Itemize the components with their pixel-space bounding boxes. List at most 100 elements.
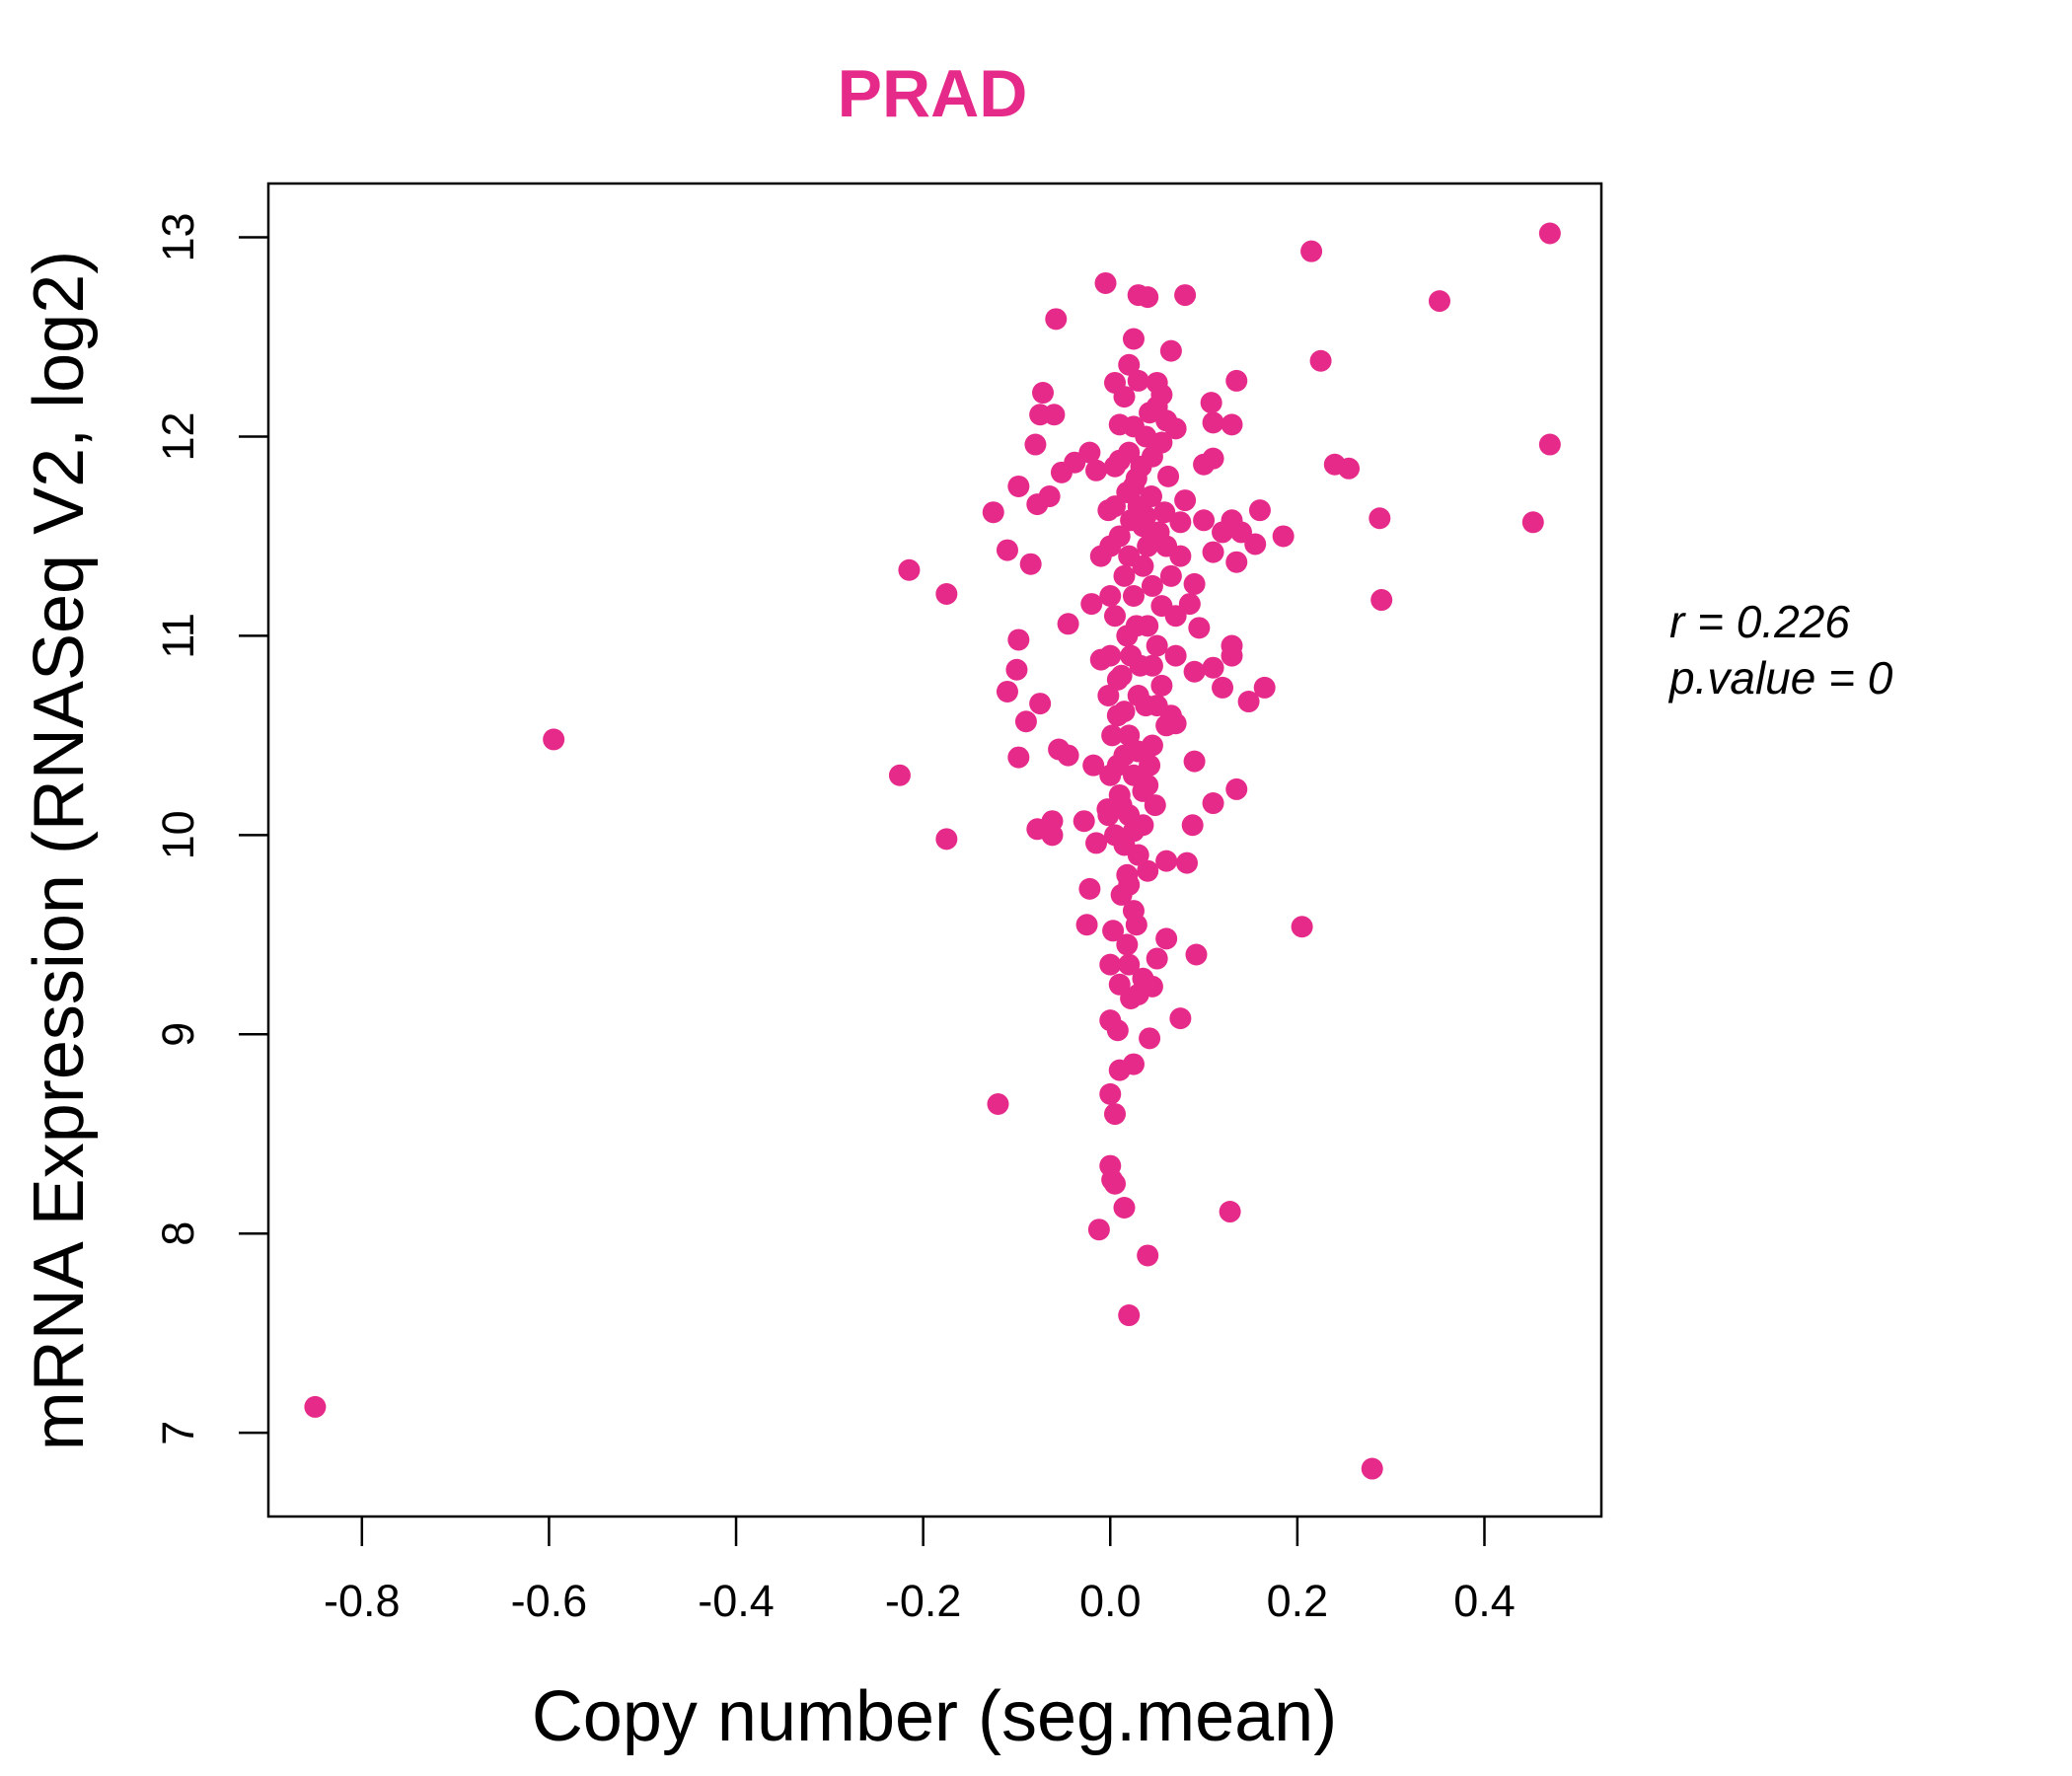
y-tick-label: 7	[153, 1421, 203, 1445]
plot-area-frame	[266, 182, 1603, 1518]
data-point	[1122, 1053, 1145, 1075]
data-point	[1043, 404, 1066, 426]
data-point	[1521, 511, 1544, 534]
data-point	[1164, 644, 1187, 667]
data-point	[888, 764, 911, 786]
data-point	[1078, 877, 1101, 900]
y-tick-label: 8	[153, 1221, 203, 1246]
data-point	[1099, 1082, 1122, 1105]
y-tick-label: 11	[153, 613, 203, 659]
data-point	[1147, 521, 1170, 544]
data-point	[1135, 695, 1157, 717]
data-point	[1183, 750, 1206, 773]
data-point	[1169, 511, 1192, 534]
data-point	[1193, 509, 1216, 532]
data-point	[1099, 585, 1122, 608]
data-point	[1113, 701, 1136, 723]
data-point	[1219, 1201, 1241, 1223]
data-point	[1041, 824, 1064, 847]
data-points	[304, 222, 1561, 1480]
data-point	[1019, 553, 1042, 575]
data-point	[1150, 674, 1173, 697]
data-point	[1032, 382, 1055, 405]
data-point	[1075, 914, 1098, 936]
data-point	[1428, 290, 1450, 313]
correlation-r: r = 0.226	[1669, 596, 1850, 647]
data-point	[1122, 820, 1145, 843]
data-point	[1202, 447, 1224, 470]
x-axis: -0.8 -0.6 -0.4 -0.2 0.0 0.2 0.4	[324, 1517, 1516, 1626]
data-point	[1225, 369, 1248, 392]
data-point	[1122, 415, 1145, 438]
data-point	[1085, 459, 1108, 481]
y-tick-label: 12	[153, 411, 203, 461]
data-point	[1181, 814, 1204, 837]
data-point	[1132, 779, 1154, 802]
data-point	[1159, 564, 1182, 587]
data-point	[1164, 417, 1187, 440]
data-point	[1139, 402, 1161, 424]
data-point	[1370, 589, 1393, 612]
data-point	[1113, 564, 1136, 587]
data-point	[1029, 693, 1052, 715]
data-point	[1248, 499, 1271, 522]
data-point	[1104, 1172, 1127, 1195]
data-point	[1120, 987, 1143, 1009]
y-tick-label: 10	[153, 810, 203, 859]
data-point	[1272, 525, 1295, 548]
x-tick-label: -0.4	[698, 1576, 775, 1626]
data-point	[1073, 810, 1095, 833]
data-point	[1140, 485, 1162, 508]
data-point	[1202, 656, 1224, 679]
data-point	[1005, 658, 1028, 681]
data-point	[1101, 724, 1124, 747]
y-tick-label: 13	[153, 212, 203, 261]
data-point	[1057, 613, 1079, 635]
x-tick-label: -0.6	[511, 1576, 588, 1626]
y-axis: 7 8 9 10 11 12 13	[153, 212, 268, 1445]
data-point	[1225, 777, 1248, 800]
data-point	[1221, 413, 1243, 436]
data-point	[1132, 555, 1154, 577]
data-point	[935, 583, 958, 606]
data-point	[1361, 1457, 1383, 1480]
data-point	[1106, 668, 1129, 691]
data-point	[1237, 691, 1260, 713]
data-point	[1159, 704, 1182, 727]
data-point	[1174, 284, 1197, 307]
data-point	[1122, 328, 1145, 350]
data-point	[935, 828, 958, 851]
data-point	[1045, 308, 1068, 331]
data-point	[1014, 710, 1037, 733]
data-point	[1141, 445, 1163, 468]
data-point	[1118, 1304, 1141, 1327]
data-point	[1108, 449, 1131, 472]
data-point	[1253, 676, 1276, 699]
x-axis-label: Copy number (seg.mean)	[532, 1677, 1337, 1756]
x-tick-label: -0.8	[324, 1576, 401, 1626]
data-point	[1118, 724, 1141, 747]
data-point	[1118, 353, 1141, 376]
y-tick-label: 9	[153, 1022, 203, 1047]
data-point	[1538, 222, 1561, 245]
data-point	[1078, 441, 1101, 464]
data-point	[982, 501, 1004, 524]
data-point	[1038, 485, 1061, 508]
data-point	[1087, 1219, 1110, 1241]
data-point	[1159, 339, 1182, 362]
data-point	[1125, 914, 1147, 936]
data-point	[1212, 676, 1234, 699]
data-point	[1309, 349, 1332, 372]
data-point	[1137, 1244, 1159, 1267]
data-point	[1155, 850, 1178, 872]
data-point	[1118, 873, 1141, 896]
data-point	[1116, 481, 1139, 504]
x-tick-label: 0.0	[1079, 1576, 1142, 1626]
data-point	[1169, 1007, 1192, 1030]
data-point	[1188, 617, 1211, 639]
data-point	[1202, 411, 1224, 434]
data-point	[1144, 794, 1166, 817]
data-point	[1116, 933, 1139, 956]
data-point	[1185, 943, 1208, 966]
data-point	[1110, 794, 1133, 817]
